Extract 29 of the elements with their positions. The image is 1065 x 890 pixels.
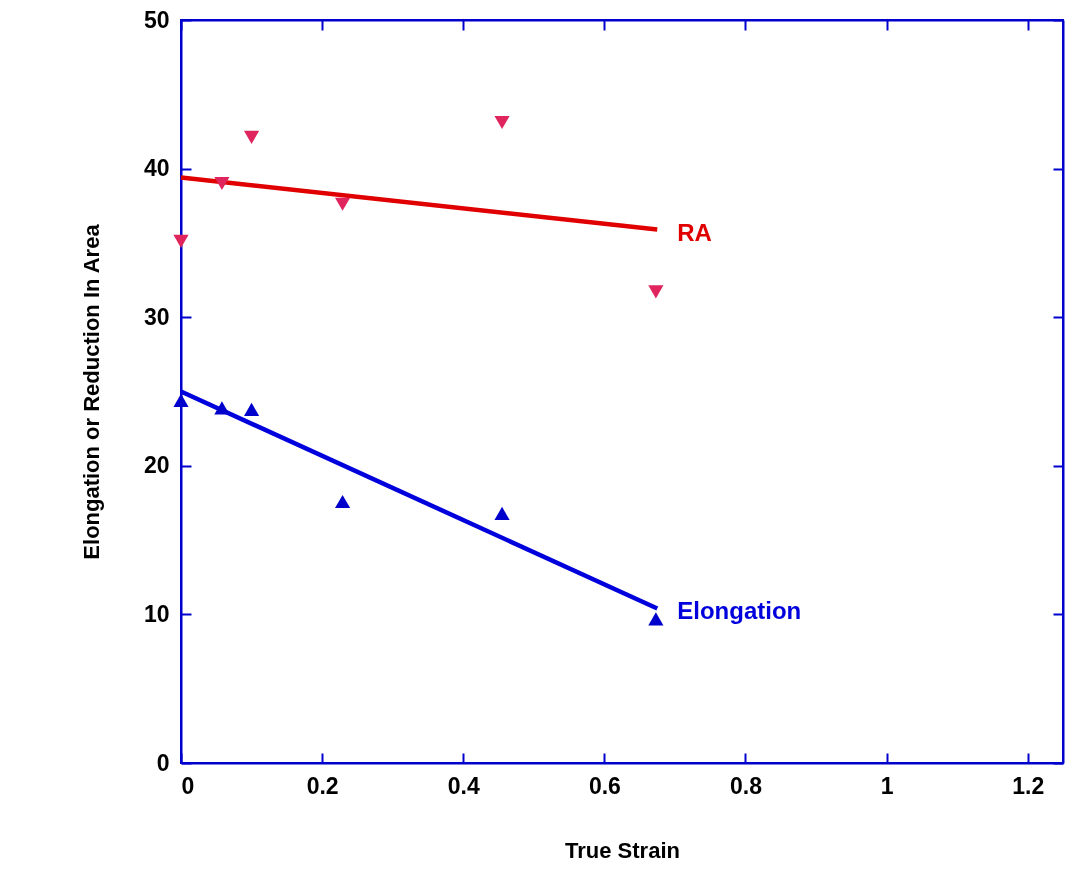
x-tick-label: 0 (181, 772, 195, 799)
y-tick-label: 0 (156, 749, 170, 776)
point (243, 402, 260, 416)
point (243, 130, 260, 144)
y-tick-label: 40 (143, 155, 170, 182)
y-tick-label: 50 (143, 6, 170, 33)
point (214, 176, 230, 191)
x-tick-label: 0.4 (447, 772, 480, 799)
point (173, 234, 189, 248)
y-tick-label: 10 (143, 600, 170, 627)
series-label: RA (677, 218, 712, 246)
point (648, 285, 664, 299)
point (494, 115, 510, 130)
x-tick-label: 1 (880, 772, 894, 799)
point (494, 506, 510, 520)
x-tick-label: 0.8 (729, 772, 763, 799)
point (214, 401, 230, 415)
x-tick-label: 1.2 (1012, 772, 1045, 799)
series-label: Elongation (677, 597, 802, 625)
x-axis-title: True Strain (565, 837, 680, 863)
y-tick-label: 20 (143, 452, 170, 479)
x-tick-label: 0.6 (588, 772, 621, 799)
point (648, 612, 664, 626)
y-tick-label: 30 (143, 303, 170, 330)
point (335, 197, 351, 211)
x-tick-label: 0.2 (306, 772, 339, 799)
point (335, 494, 351, 509)
point (173, 393, 189, 407)
y-axis-title: Elongation or Reduction In Area (78, 223, 104, 560)
